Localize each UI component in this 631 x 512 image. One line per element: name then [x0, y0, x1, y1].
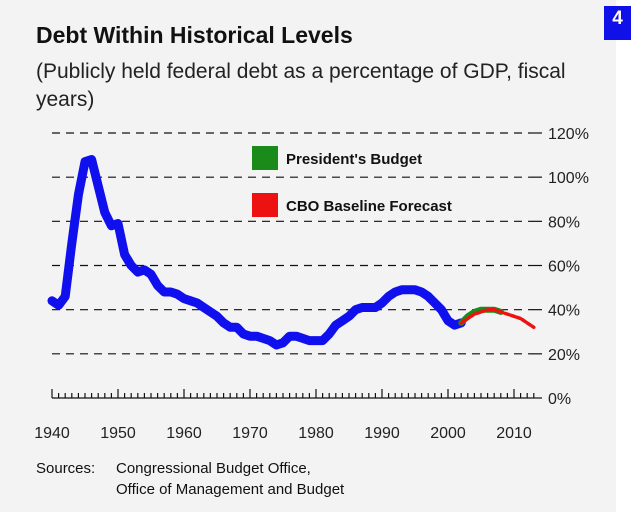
y-tick-label: 100% — [548, 170, 589, 187]
y-tick-label: 60% — [548, 259, 580, 276]
sources-note: Sources: Congressional Budget Office, Off… — [36, 458, 344, 500]
x-tick-label: 1990 — [364, 425, 400, 442]
legend-swatch — [252, 193, 278, 217]
x-tick-label: 1980 — [298, 425, 334, 442]
x-tick-label: 1950 — [100, 425, 136, 442]
x-tick-label: 1960 — [166, 425, 202, 442]
y-tick-label: 120% — [548, 126, 589, 143]
page-number-badge: 4 — [604, 6, 631, 40]
y-tick-label: 40% — [548, 303, 580, 320]
legend-label: President's Budget — [286, 151, 422, 168]
legend-swatch — [252, 146, 278, 170]
x-axis: 1940 1950 1960 1970 1980 1990 2000 2010 — [34, 389, 535, 442]
x-tick-label: 2000 — [430, 425, 466, 442]
sources-line-2: Office of Management and Budget — [116, 481, 345, 498]
chart-title: Debt Within Historical Levels — [36, 22, 353, 48]
x-tick-label: 1940 — [34, 425, 70, 442]
sources-line-1: Congressional Budget Office, — [116, 460, 311, 477]
y-tick-label: 80% — [548, 214, 580, 231]
y-tick-label: 20% — [548, 347, 580, 364]
legend: President's Budget CBO Baseline Forecast — [252, 146, 452, 217]
chart-panel — [0, 0, 616, 512]
sources-label: Sources: — [36, 460, 96, 477]
x-tick-label: 2010 — [496, 425, 532, 442]
chart-subtitle: (Publicly held federal debt as a percent… — [36, 60, 566, 111]
x-tick-label: 1970 — [232, 425, 268, 442]
series-line-cbo-baseline-forecast — [459, 307, 536, 330]
series-line-historical — [47, 155, 466, 350]
legend-label: CBO Baseline Forecast — [286, 198, 452, 215]
series-layer — [47, 155, 536, 350]
y-tick-label: 0% — [548, 391, 571, 408]
